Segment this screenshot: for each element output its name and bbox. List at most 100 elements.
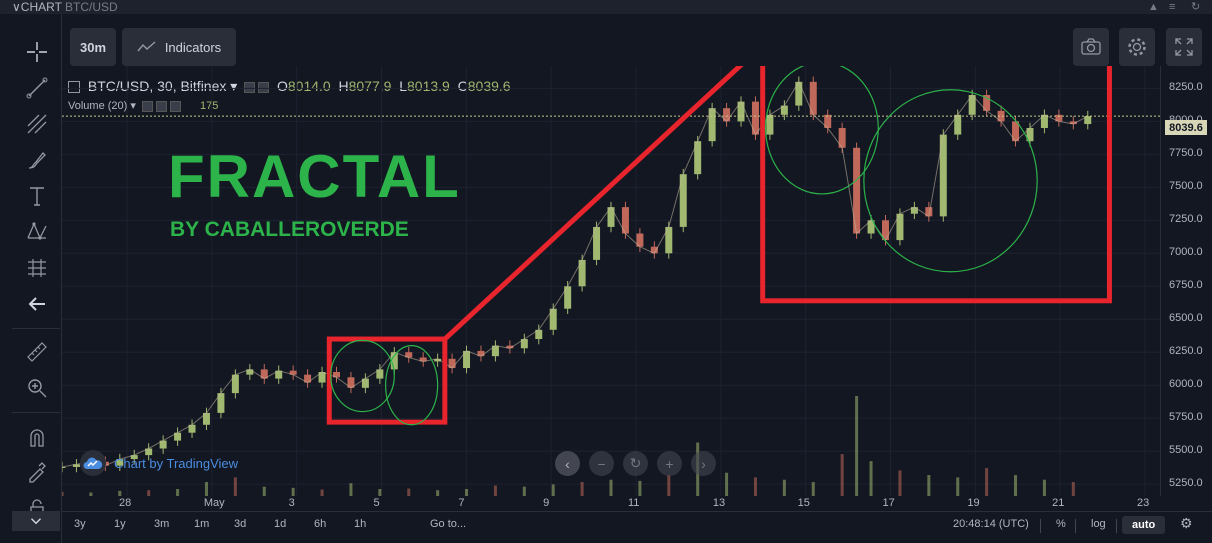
scroll-left-icon[interactable]: ‹ — [555, 451, 580, 476]
price-candle — [737, 101, 745, 122]
range-button-1y[interactable]: 1y — [114, 518, 126, 530]
range-button-1h[interactable]: 1h — [354, 518, 367, 530]
range-button-3m[interactable]: 3m — [154, 518, 170, 530]
volume-bar — [811, 482, 815, 496]
time-tick-label: 19 — [967, 497, 980, 509]
toolbar-divider — [12, 328, 60, 329]
zoom-out-icon[interactable]: − — [589, 451, 614, 476]
volume-bar — [378, 489, 382, 496]
zoom-in-icon[interactable]: + — [657, 451, 682, 476]
candles-style-icon[interactable] — [68, 81, 80, 94]
gear-icon[interactable] — [258, 81, 270, 93]
volume-bars — [62, 396, 1075, 496]
range-button-1d[interactable]: 1d — [274, 518, 287, 530]
gear-icon — [1128, 38, 1146, 56]
gear-icon[interactable] — [155, 100, 167, 112]
price-candle — [361, 378, 369, 388]
volume-bar — [927, 475, 931, 496]
text-icon[interactable] — [22, 182, 52, 210]
lock-drawings-icon[interactable] — [22, 458, 52, 486]
menu-icon[interactable]: ≡ — [1169, 1, 1176, 13]
price-candle — [766, 114, 774, 135]
refresh-icon[interactable]: ↻ — [1191, 1, 1201, 13]
brush-icon[interactable] — [22, 146, 52, 174]
scroll-down-chevron-icon[interactable] — [12, 511, 60, 531]
percent-scale-button[interactable]: % — [1056, 518, 1066, 530]
eye-icon[interactable] — [244, 81, 256, 93]
price-candle — [896, 213, 904, 241]
time-tick-label: 17 — [882, 497, 895, 509]
price-candle — [593, 226, 601, 260]
goto-button[interactable]: Go to... — [430, 518, 467, 530]
auto-scale-button[interactable]: auto — [1122, 516, 1166, 534]
volume-label[interactable]: Volume (20) — [68, 100, 128, 112]
time-axis[interactable]: 28 May 3 5 7 9 11 13 15 17 19 21 23 — [62, 495, 1160, 511]
chart-header-title[interactable]: ∨CHART BTC/USD — [12, 0, 118, 14]
utc-time[interactable]: 20:48:14 (UTC) — [953, 518, 1029, 530]
scroll-right-icon[interactable]: › — [691, 451, 716, 476]
price-candle — [621, 207, 629, 234]
close-icon[interactable] — [169, 100, 181, 112]
symbol-dropdown-icon[interactable]: ▾ — [230, 78, 238, 94]
fractal-annotations — [326, 66, 1112, 426]
chart-grid — [62, 66, 1160, 496]
eye-icon[interactable] — [141, 100, 153, 112]
price-candle — [838, 127, 846, 148]
prediction-icon[interactable] — [22, 254, 52, 282]
gear-icon[interactable]: ⚙ — [1180, 515, 1193, 531]
fractal-circle-large-left — [765, 66, 879, 195]
range-button-6h[interactable]: 6h — [314, 518, 327, 530]
legend-symbol[interactable]: BTC/USD, 30, Bitfinex — [87, 78, 227, 94]
volume-bar — [291, 487, 295, 496]
time-tick-label: 3 — [288, 497, 295, 509]
tradingview-watermark[interactable]: Chart by TradingView — [80, 450, 238, 476]
legend-c-label: C — [457, 78, 468, 94]
divider — [1075, 519, 1076, 533]
range-button-1m[interactable]: 1m — [194, 518, 210, 530]
log-scale-button[interactable]: log — [1091, 518, 1106, 530]
price-chart[interactable] — [62, 66, 1160, 496]
price-candle — [246, 369, 254, 375]
collapse-panel-icon[interactable]: ▲ — [1148, 1, 1159, 13]
price-candle — [304, 374, 312, 383]
price-candle — [275, 370, 283, 379]
crosshair-icon[interactable] — [22, 38, 52, 66]
time-tick-label: 9 — [543, 497, 550, 509]
indicators-icon — [137, 41, 156, 52]
price-candle — [231, 374, 239, 394]
price-candle — [882, 220, 889, 241]
price-candle — [506, 345, 514, 349]
snapshot-button[interactable] — [1073, 28, 1109, 66]
volume-bar — [869, 461, 873, 496]
interval-button[interactable]: 30m — [70, 28, 116, 66]
indicators-button[interactable]: Indicators — [122, 28, 236, 66]
reset-icon[interactable]: ↻ — [623, 451, 648, 476]
interval-label: 30m — [79, 39, 107, 55]
price-candle — [954, 114, 962, 135]
range-button-3y[interactable]: 3y — [74, 518, 86, 530]
price-candle — [1055, 114, 1063, 122]
trend-line-icon[interactable] — [22, 74, 52, 102]
fullscreen-button[interactable] — [1166, 28, 1202, 66]
range-button-3d[interactable]: 3d — [234, 518, 247, 530]
zoom-in-icon[interactable] — [22, 374, 52, 402]
hide-toolbar-arrow-icon[interactable] — [22, 290, 52, 318]
price-candle — [867, 220, 875, 234]
collapse-chevron-icon[interactable]: ∨ — [12, 0, 21, 14]
price-tick-label: 8250.0 — [1169, 81, 1203, 94]
price-candle — [925, 207, 933, 217]
price-candle — [520, 339, 528, 349]
pitchfork-icon[interactable] — [22, 110, 52, 138]
pattern-icon[interactable] — [22, 218, 52, 246]
price-candle — [853, 147, 861, 234]
price-tick-label: 6000.0 — [1169, 378, 1203, 391]
ruler-icon[interactable] — [22, 338, 52, 366]
magnet-icon[interactable] — [22, 424, 52, 452]
price-tick-label: 5250.0 — [1169, 477, 1203, 490]
settings-button[interactable] — [1119, 28, 1155, 66]
volume-dropdown-icon[interactable]: ▾ — [130, 100, 136, 112]
price-candle — [636, 233, 644, 247]
price-candle — [145, 448, 153, 456]
price-axis[interactable]: 8250.08000.07750.07500.07250.07000.06750… — [1160, 66, 1212, 496]
camera-icon — [1081, 38, 1101, 55]
